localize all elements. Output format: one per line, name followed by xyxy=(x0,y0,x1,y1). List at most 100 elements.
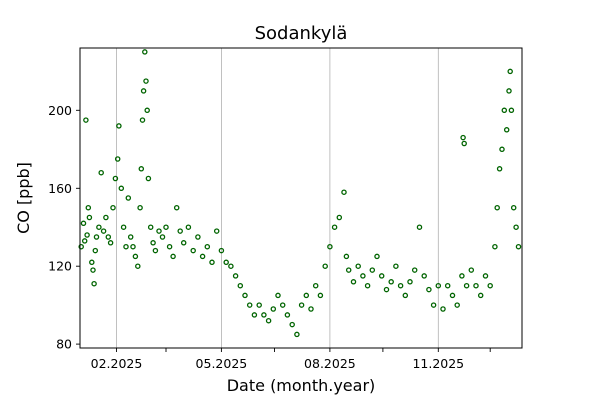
data-point xyxy=(100,228,107,234)
data-point xyxy=(343,253,350,260)
data-point xyxy=(331,224,338,230)
data-point xyxy=(388,279,394,285)
data-point xyxy=(440,306,446,312)
data-point xyxy=(513,224,519,230)
data-point xyxy=(144,107,150,114)
data-point xyxy=(120,224,127,230)
data-point xyxy=(223,259,229,266)
data-point xyxy=(270,306,277,312)
data-point xyxy=(90,267,96,273)
data-point xyxy=(364,282,371,289)
data-point xyxy=(83,117,89,123)
data-point xyxy=(138,166,145,172)
data-point xyxy=(180,240,187,246)
data-point xyxy=(166,243,173,250)
data-point xyxy=(140,88,147,94)
data-point xyxy=(374,253,380,260)
data-point xyxy=(294,331,300,338)
data-point xyxy=(317,292,324,299)
data-point xyxy=(85,204,92,211)
data-point xyxy=(355,263,361,269)
data-point xyxy=(86,214,93,221)
data-point xyxy=(150,240,156,246)
data-point xyxy=(426,286,432,293)
y-axis-label: CO [ppb] xyxy=(14,162,33,234)
data-point xyxy=(110,204,116,211)
data-point xyxy=(336,214,343,221)
data-point xyxy=(170,253,176,260)
data-point xyxy=(411,267,418,273)
y-tick-label: 80 xyxy=(56,337,72,352)
data-point xyxy=(449,292,456,299)
data-point xyxy=(454,302,460,308)
data-point xyxy=(261,312,267,318)
data-point xyxy=(81,238,88,244)
data-point xyxy=(114,156,121,162)
data-point xyxy=(360,273,366,279)
y-axis: 80 120 160 200 xyxy=(48,103,80,352)
data-point xyxy=(494,204,500,211)
data-point xyxy=(459,273,465,279)
data-point xyxy=(251,312,258,318)
data-point xyxy=(107,240,114,246)
data-points xyxy=(78,49,522,338)
data-point xyxy=(159,234,166,240)
data-point xyxy=(132,253,139,260)
data-point xyxy=(127,234,134,240)
data-point xyxy=(78,243,84,250)
data-point xyxy=(407,279,413,285)
data-point xyxy=(232,273,239,279)
data-point xyxy=(308,306,314,312)
data-point xyxy=(460,134,466,141)
data-point xyxy=(421,273,427,279)
data-point xyxy=(137,204,143,211)
data-point xyxy=(430,302,437,308)
data-point xyxy=(96,224,102,230)
data-point xyxy=(80,220,87,227)
data-point xyxy=(369,267,376,273)
data-point xyxy=(510,204,517,211)
data-point xyxy=(112,175,119,182)
data-point xyxy=(123,243,129,250)
data-point xyxy=(492,243,498,250)
data-point xyxy=(213,228,220,234)
data-point xyxy=(393,263,399,269)
data-point xyxy=(242,292,248,299)
grid-layer xyxy=(116,48,439,348)
data-point xyxy=(218,247,225,254)
x-axis: 02.2025 05.2025 08.2025 11.2025 xyxy=(91,348,491,371)
data-point xyxy=(130,243,136,250)
data-point xyxy=(125,195,132,201)
data-point xyxy=(383,286,390,293)
data-point xyxy=(473,282,479,289)
data-point xyxy=(91,280,97,287)
data-point xyxy=(298,302,305,308)
x-tick-label: 02.2025 xyxy=(91,356,143,371)
data-point xyxy=(397,282,404,289)
data-point xyxy=(416,224,423,230)
data-point xyxy=(303,292,310,299)
data-point xyxy=(173,204,180,211)
data-point xyxy=(503,127,510,133)
data-point xyxy=(265,317,272,324)
data-point xyxy=(275,292,281,299)
data-point xyxy=(279,302,286,308)
data-point xyxy=(496,166,503,172)
data-point xyxy=(139,117,146,123)
data-point xyxy=(345,267,352,273)
data-point xyxy=(461,140,467,147)
data-point xyxy=(84,232,90,238)
data-point xyxy=(195,234,201,240)
y-tick-label: 160 xyxy=(48,181,72,196)
data-point xyxy=(289,321,295,328)
plot-frame xyxy=(79,47,523,349)
x-tick-label: 11.2025 xyxy=(412,356,464,371)
data-point xyxy=(145,175,152,182)
data-point xyxy=(89,259,95,266)
data-point xyxy=(98,169,104,176)
data-point xyxy=(468,267,475,273)
data-point xyxy=(204,243,211,250)
data-point xyxy=(156,228,162,234)
data-point xyxy=(163,224,169,230)
